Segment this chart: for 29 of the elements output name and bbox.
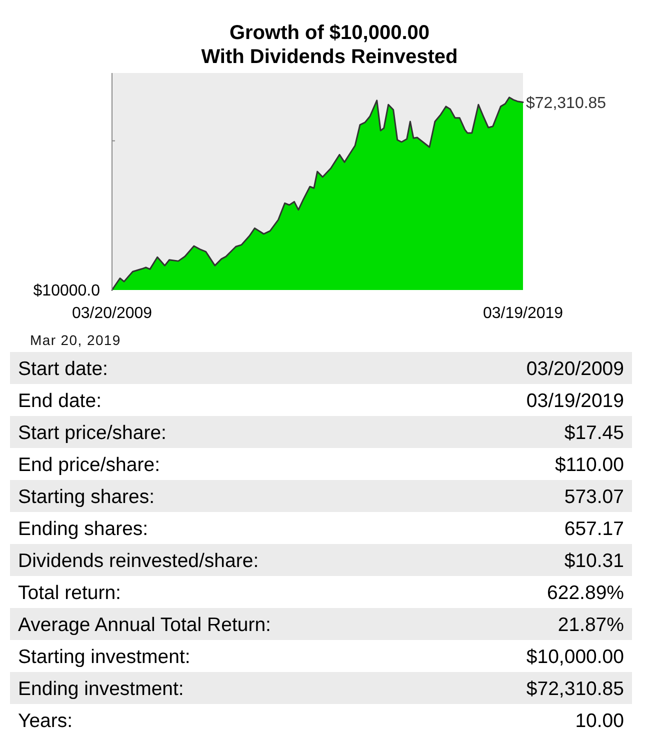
chart-title: Growth of $10,000.00 [229, 22, 430, 44]
text: 573.07 [564, 486, 624, 508]
text: Starting investment: [18, 646, 190, 668]
text: End price/share: [18, 454, 160, 476]
text: 21.87% [558, 614, 624, 636]
data-label: $10000.0 [33, 282, 100, 300]
text: Ending shares: [18, 518, 148, 540]
text: Mar 20, 2019 [30, 332, 121, 348]
data-label: $72,310.85 [526, 94, 606, 112]
text: 10.00 [575, 710, 624, 732]
text: 03/19/2019 [526, 390, 624, 412]
text: $10.31 [564, 550, 624, 572]
text: Start date: [18, 358, 108, 380]
chart-subtitle: With Dividends Reinvested [201, 46, 458, 68]
text: 03/20/2009 [526, 358, 624, 380]
text: $72,310.85 [526, 678, 624, 700]
text: Starting shares: [18, 486, 155, 508]
text: 622.89% [547, 582, 624, 604]
text: $17.45 [564, 422, 624, 444]
text: 657.17 [564, 518, 624, 540]
text: Average Annual Total Return: [18, 614, 271, 636]
text: Ending investment: [18, 678, 184, 700]
text: Dividends reinvested/share: [18, 550, 259, 572]
text: Total return: [18, 582, 121, 604]
text: $10,000.00 [526, 646, 624, 668]
text: Start price/share: [18, 422, 166, 444]
text: Years: [18, 710, 73, 732]
text: $110.00 [554, 454, 624, 476]
text: End date: [18, 390, 102, 412]
